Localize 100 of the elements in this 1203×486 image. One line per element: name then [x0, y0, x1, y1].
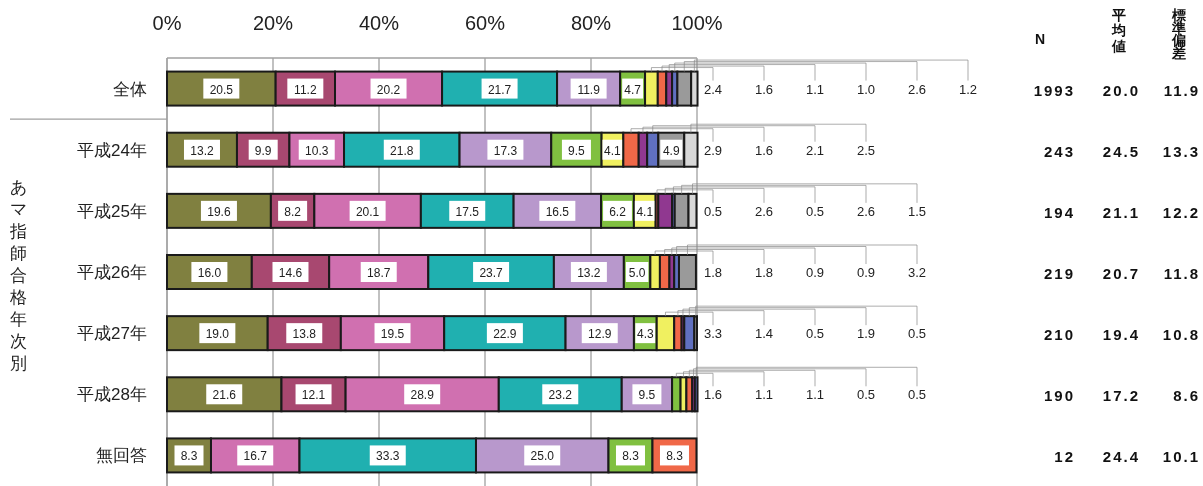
y-tick-label: 平成25年	[77, 201, 147, 221]
text: 11.9	[1163, 81, 1200, 99]
text: 8.6	[1173, 387, 1200, 405]
data-label: 0.9	[805, 265, 825, 280]
data-label: 10.3	[305, 143, 329, 158]
data-label: 20.2	[376, 82, 401, 97]
data-label: 1.9	[856, 326, 876, 342]
data-label: 2.5	[856, 142, 876, 158]
data-label: 12.1	[301, 388, 326, 403]
x-tick-label: 80%	[570, 12, 612, 34]
data-label: 8.3	[180, 449, 198, 464]
text: 13.3	[1162, 142, 1200, 160]
x-tick-label: 100%	[671, 12, 723, 34]
data-label: 25.0	[530, 449, 555, 464]
data-label: 17.3	[493, 143, 518, 158]
data-label: 9.9	[254, 143, 272, 158]
category-label: N	[1034, 31, 1045, 47]
text: 219	[1043, 265, 1075, 282]
data-label: 4.1	[604, 143, 622, 158]
data-label: 21.8	[390, 143, 414, 158]
data-label: 6.2	[609, 204, 627, 219]
y-tick-label: 平成24年	[77, 140, 147, 160]
data-label: 4.3	[636, 327, 654, 342]
data-label: 2.1	[805, 142, 825, 158]
data-label: 11.9	[577, 82, 601, 97]
data-label: 18.7	[367, 266, 391, 280]
data-label: 12.9	[588, 327, 612, 342]
data-label: 1.6	[703, 387, 723, 403]
text: 1993	[1033, 81, 1075, 99]
data-label: 22.9	[493, 327, 517, 342]
data-label: 11.2	[294, 82, 317, 97]
data-label: 1.6	[754, 81, 774, 97]
data-label: 19.5	[380, 327, 405, 342]
data-label: 4.9	[662, 143, 680, 158]
data-label: 4.7	[624, 82, 642, 97]
text: 19.4	[1102, 326, 1140, 344]
text: 17.2	[1102, 387, 1140, 405]
data-label: 16.7	[243, 449, 268, 464]
data-label: 1.8	[703, 265, 723, 280]
data-label: 0.5	[703, 203, 723, 219]
y-tick-label: 全体	[113, 79, 147, 99]
data-label: 1.5	[907, 203, 927, 219]
data-label: 17.5	[455, 204, 480, 219]
data-label: 0.5	[856, 387, 876, 403]
x-tick-label: 0%	[152, 12, 182, 34]
data-label: 19.0	[205, 327, 230, 342]
x-tick-label: 60%	[464, 12, 506, 34]
text: あマ指師合格年次別	[9, 178, 27, 373]
data-label: 1.4	[754, 326, 774, 342]
data-label: 20.1	[355, 204, 380, 219]
text: 24.4	[1102, 448, 1140, 466]
text: 20.7	[1102, 265, 1140, 282]
y-tick-label: 平成26年	[77, 263, 147, 282]
data-label: 1.1	[805, 81, 825, 97]
text: 21.1	[1102, 203, 1140, 221]
data-label: 3.2	[907, 265, 927, 280]
text: 12	[1054, 448, 1075, 466]
data-label: 16.0	[197, 266, 222, 280]
data-label: 0.5	[907, 326, 927, 342]
data-label: 0.9	[856, 265, 876, 280]
y-tick-label: 無回答	[96, 446, 147, 466]
data-label: 8.2	[284, 204, 302, 219]
data-label: 14.6	[278, 266, 303, 280]
data-label: 23.2	[548, 388, 573, 403]
data-label: 5.0	[628, 266, 646, 280]
data-label: 21.7	[487, 82, 512, 97]
data-label: 2.6	[754, 203, 774, 219]
y-tick-label: 平成27年	[77, 324, 147, 344]
data-label: 19.6	[207, 204, 231, 219]
data-label: 0.5	[805, 326, 825, 342]
data-label: 16.5	[545, 204, 570, 219]
data-label: 2.6	[907, 81, 927, 97]
data-label: 1.0	[856, 81, 876, 97]
text: 12.2	[1162, 203, 1200, 221]
data-label: 8.3	[622, 449, 640, 464]
text: 11.8	[1163, 265, 1200, 282]
x-tick-label: 20%	[252, 12, 294, 34]
data-label: 9.5	[638, 388, 656, 403]
data-label: 13.2	[577, 266, 601, 280]
data-label: 33.3	[376, 449, 400, 464]
data-label: 4.1	[636, 204, 654, 219]
data-label: 20.5	[209, 82, 234, 97]
data-label: 8.3	[666, 449, 684, 464]
text: 243	[1043, 142, 1075, 160]
data-label: 28.9	[410, 388, 435, 403]
category-label: 平均値	[1111, 7, 1126, 54]
text: 190	[1043, 387, 1075, 405]
data-label: 13.2	[190, 143, 214, 158]
data-label: 9.5	[568, 143, 586, 158]
data-label: 2.6	[856, 203, 876, 219]
data-label: 1.8	[754, 265, 774, 280]
data-label: 1.2	[958, 81, 978, 97]
text: 20.0	[1102, 81, 1140, 99]
x-tick-label: 40%	[358, 12, 400, 34]
data-label: 0.5	[907, 387, 927, 403]
data-label: 1.1	[805, 387, 825, 403]
text: 10.1	[1162, 448, 1200, 466]
category-label: 標準偏差	[1171, 7, 1186, 61]
data-label: 1.1	[754, 387, 774, 403]
data-label: 21.6	[212, 388, 237, 403]
